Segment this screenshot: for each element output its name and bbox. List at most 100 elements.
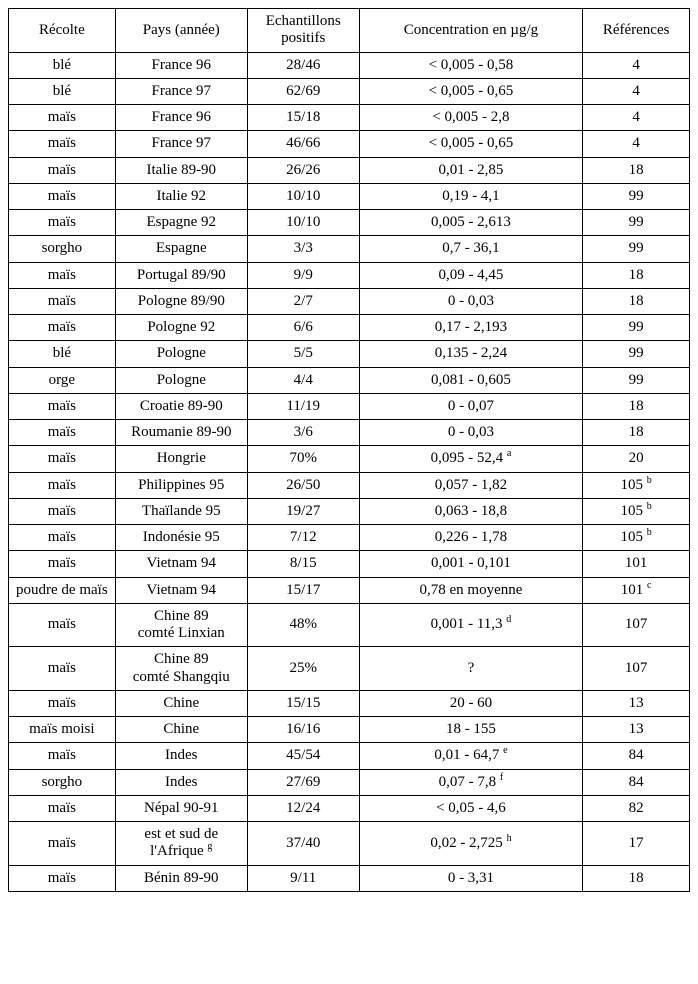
table-row: poudre de maïsVietnam 9415/170,78 en moy… [9,577,690,603]
cell-echantillons: 15/15 [247,690,359,716]
cell-pays: Thaïlande 95 [115,498,247,524]
cell-concentration-sup: e [503,745,507,756]
cell-echantillons: 48% [247,603,359,647]
cell-reference: 107 [583,647,690,691]
cell-reference-sup: c [647,580,651,591]
cell-concentration: 0,78 en moyenne [359,577,583,603]
cell-reference: 4 [583,105,690,131]
cell-pays: Italie 92 [115,183,247,209]
cell-pays: Espagne 92 [115,210,247,236]
table-row: maïsItalie 89-9026/260,01 - 2,8518 [9,157,690,183]
cell-recolte: poudre de maïs [9,577,116,603]
cell-concentration-sup: d [506,614,511,625]
cell-recolte: maïs [9,690,116,716]
cell-concentration: 0 - 0,03 [359,288,583,314]
cell-pays: Philippines 95 [115,472,247,498]
cell-reference: 101 c [583,577,690,603]
table-row: maïsFrance 9746/66< 0,005 - 0,654 [9,131,690,157]
cell-pays-line2: comté Shangqiu [133,669,230,685]
cell-concentration-sup: a [507,448,511,459]
cell-recolte: maïs [9,420,116,446]
cell-pays: France 96 [115,52,247,78]
cell-recolte: maïs [9,498,116,524]
cell-recolte: maïs [9,743,116,769]
cell-echantillons: 8/15 [247,551,359,577]
cell-reference: 18 [583,288,690,314]
cell-pays: Roumanie 89-90 [115,420,247,446]
table-body: bléFrance 9628/46< 0,005 - 0,584bléFranc… [9,52,690,891]
cell-recolte: blé [9,341,116,367]
col-header-conc: Concentration en µg/g [359,9,583,53]
cell-echantillons: 11/19 [247,393,359,419]
cell-pays: Pologne [115,367,247,393]
table-row: maïsPologne 926/60,17 - 2,19399 [9,315,690,341]
cell-reference: 99 [583,341,690,367]
cell-concentration: 20 - 60 [359,690,583,716]
cell-recolte: maïs [9,105,116,131]
cell-pays: Croatie 89-90 [115,393,247,419]
cell-concentration: 0,09 - 4,45 [359,262,583,288]
cell-concentration-sup: h [507,833,512,844]
cell-echantillons: 3/6 [247,420,359,446]
cell-reference: 99 [583,210,690,236]
cell-concentration: < 0,005 - 0,65 [359,78,583,104]
cell-echantillons: 10/10 [247,183,359,209]
cell-reference: 4 [583,52,690,78]
cell-reference-sup: b [647,527,652,538]
cell-recolte: maïs [9,262,116,288]
cell-pays-line1: Chine 89 [154,651,209,667]
cell-echantillons: 9/9 [247,262,359,288]
table-row: maïsCroatie 89-9011/190 - 0,0718 [9,393,690,419]
col-header-recolte: Récolte [9,9,116,53]
cell-reference: 105 b [583,472,690,498]
cell-reference: 4 [583,131,690,157]
table-row: maïsChine15/1520 - 6013 [9,690,690,716]
table-row: bléFrance 9762/69< 0,005 - 0,654 [9,78,690,104]
cell-pays: Pologne 89/90 [115,288,247,314]
cell-pays: Indes [115,743,247,769]
table-row: maïsPologne 89/902/70 - 0,0318 [9,288,690,314]
cell-echantillons: 2/7 [247,288,359,314]
cell-recolte: maïs [9,865,116,891]
cell-pays: Portugal 89/90 [115,262,247,288]
cell-recolte: blé [9,78,116,104]
table-row: maïsest et sud del'Afrique g37/400,02 - … [9,822,690,866]
cell-concentration: 0,081 - 0,605 [359,367,583,393]
table-head: Récolte Pays (année) Echantillons positi… [9,9,690,53]
table-row: maïsIndonésie 957/120,226 - 1,78105 b [9,525,690,551]
table-row: maïsVietnam 948/150,001 - 0,101101 [9,551,690,577]
cell-reference: 99 [583,183,690,209]
cell-concentration: 0,001 - 11,3 d [359,603,583,647]
cell-pays: Indes [115,769,247,795]
cell-concentration: 0,005 - 2,613 [359,210,583,236]
cell-pays: est et sud del'Afrique g [115,822,247,866]
col-header-pays: Pays (année) [115,9,247,53]
cell-recolte: maïs [9,472,116,498]
col-header-echant-line2: positifs [281,30,325,46]
cell-concentration: 0 - 0,03 [359,420,583,446]
cell-echantillons: 26/50 [247,472,359,498]
data-table: Récolte Pays (année) Echantillons positi… [8,8,690,892]
cell-pays: France 97 [115,131,247,157]
cell-recolte: maïs [9,131,116,157]
cell-reference: 18 [583,157,690,183]
cell-recolte: orge [9,367,116,393]
header-row: Récolte Pays (année) Echantillons positi… [9,9,690,53]
cell-concentration: 0,01 - 64,7 e [359,743,583,769]
cell-pays: Chine [115,717,247,743]
cell-reference: 13 [583,717,690,743]
page-container: Récolte Pays (année) Echantillons positi… [0,0,698,900]
table-row: maïsChine 89comté Shangqiu25%?107 [9,647,690,691]
cell-pays-line1: est et sud de [144,826,218,842]
cell-concentration: ? [359,647,583,691]
table-row: bléPologne5/50,135 - 2,2499 [9,341,690,367]
cell-recolte: maïs moisi [9,717,116,743]
cell-reference: 99 [583,367,690,393]
cell-concentration: 0,057 - 1,82 [359,472,583,498]
cell-concentration: 0 - 3,31 [359,865,583,891]
cell-concentration: < 0,005 - 0,58 [359,52,583,78]
cell-echantillons: 3/3 [247,236,359,262]
cell-pays: France 97 [115,78,247,104]
cell-concentration: 0,226 - 1,78 [359,525,583,551]
cell-concentration: 0,01 - 2,85 [359,157,583,183]
